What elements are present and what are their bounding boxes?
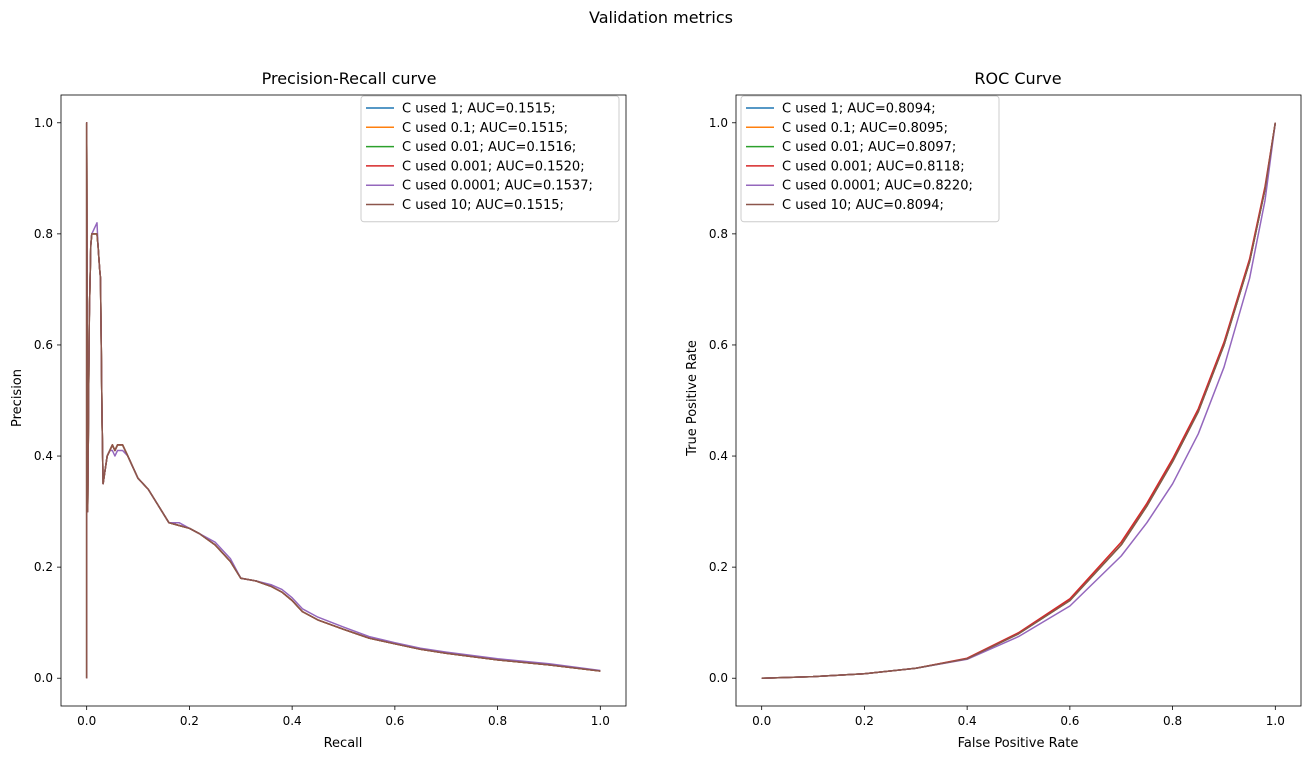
- roc-x-tick-label: 0.4: [958, 714, 977, 728]
- roc-legend-label: C used 0.0001; AUC=0.8220;: [782, 179, 973, 194]
- roc-y-tick-label: 0.6: [709, 338, 728, 352]
- roc-y-tick-label: 0.2: [709, 560, 728, 574]
- pr-legend: C used 1; AUC=0.1515; C used 0.1; AUC=0.1…: [360, 95, 620, 223]
- roc-x-tick-label: 0.8: [1163, 714, 1182, 728]
- pr-series-line-5: [85, 122, 601, 679]
- roc-plot-area: 0.0 0.2 0.4 0.6 0.8 1.0 0.0 0.2 0.4 0.6 0.8 1.0 C us…: [709, 94, 1302, 728]
- roc-x-tick-label: 0.0: [752, 714, 771, 728]
- pr-legend-label: C used 0.1; AUC=0.1515;: [402, 121, 568, 136]
- pr-legend-label: C used 0.0001; AUC=0.1537;: [402, 179, 593, 194]
- roc-legend-label: C used 1; AUC=0.8094;: [782, 102, 936, 117]
- roc-axes-frame: [735, 94, 1302, 707]
- figure-suptitle: Validation metrics: [589, 8, 733, 27]
- pr-legend-box: [360, 95, 620, 223]
- pr-y-tick-label: 0.4: [34, 449, 53, 463]
- pr-plot-area: 0.0 0.2 0.4 0.6 0.8 1.0 0.0 0.2 0.4 0.6 0.8 1.0 C us…: [34, 94, 627, 728]
- roc-y-tick-label: 0.8: [709, 227, 728, 241]
- pr-x-tick-label: 0.4: [283, 714, 302, 728]
- pr-y-tick-label: 0.2: [34, 560, 53, 574]
- pr-y-tick-label: 0.8: [34, 227, 53, 241]
- roc-y-tick-label: 0.4: [709, 449, 728, 463]
- pr-x-tick-label: 0.8: [488, 714, 507, 728]
- precision-recall-chart: Precision-Recall curve Recall Precision …: [10, 69, 627, 751]
- roc-chart: ROC Curve False Positive Rate True Posit…: [685, 69, 1302, 751]
- roc-legend-label: C used 10; AUC=0.8094;: [782, 198, 944, 213]
- roc-x-tick-label: 0.6: [1060, 714, 1079, 728]
- roc-x-tick-label: 0.2: [855, 714, 874, 728]
- pr-axes-frame: [60, 94, 627, 707]
- roc-y-tick-label: 0.0: [709, 671, 728, 685]
- pr-legend-label: C used 0.001; AUC=0.1520;: [402, 159, 585, 174]
- roc-x-tick-label: 1.0: [1266, 714, 1285, 728]
- pr-x-axis-label: Recall: [324, 736, 363, 751]
- roc-legend: C used 1; AUC=0.8094; C used 0.1; AUC=0.8…: [740, 95, 1000, 223]
- pr-x-tick-label: 0.6: [385, 714, 404, 728]
- pr-x-tick-label: 0.0: [77, 714, 96, 728]
- pr-legend-label: C used 1; AUC=0.1515;: [402, 102, 556, 117]
- pr-y-tick-label: 0.6: [34, 338, 53, 352]
- roc-chart-title: ROC Curve: [974, 69, 1061, 88]
- roc-legend-label: C used 0.01; AUC=0.8097;: [782, 140, 956, 155]
- roc-y-axis-label: True Positive Rate: [685, 340, 700, 457]
- pr-x-tick-label: 0.2: [180, 714, 199, 728]
- roc-legend-label: C used 0.1; AUC=0.8095;: [782, 121, 948, 136]
- pr-legend-label: C used 10; AUC=0.1515;: [402, 198, 564, 213]
- roc-x-axis-label: False Positive Rate: [958, 736, 1079, 751]
- pr-x-tick-label: 1.0: [591, 714, 610, 728]
- pr-y-tick-label: 0.0: [34, 671, 53, 685]
- roc-legend-box: [740, 95, 1000, 223]
- pr-chart-title: Precision-Recall curve: [262, 69, 437, 88]
- pr-y-tick-label: 1.0: [34, 116, 53, 130]
- roc-y-tick-label: 1.0: [709, 116, 728, 130]
- roc-series-line-5: [761, 122, 1277, 679]
- pr-y-axis-label: Precision: [10, 369, 25, 427]
- pr-legend-label: C used 0.01; AUC=0.1516;: [402, 140, 576, 155]
- roc-legend-label: C used 0.001; AUC=0.8118;: [782, 159, 965, 174]
